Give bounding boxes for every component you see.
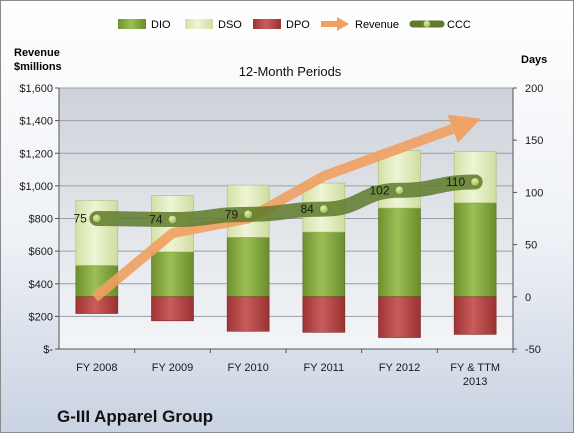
- revenue-arrowhead: [447, 114, 481, 143]
- bar-dio: [226, 236, 270, 298]
- y-right-label: Days: [521, 54, 547, 66]
- legend-swatch-dso: [185, 19, 213, 29]
- y-right-tick-label: 200: [525, 83, 543, 95]
- ccc-data-label: 110: [446, 175, 465, 189]
- x-tick-label: FY 2011: [304, 362, 345, 374]
- y-left-tick-label: $1,600: [19, 83, 53, 95]
- ccc-data-label: 102: [369, 183, 389, 197]
- legend-marker-ccc: [423, 20, 431, 28]
- ccc-point: [394, 185, 405, 196]
- company-name: G-III Apparel Group: [57, 407, 213, 426]
- ccc-series: 75 74 79 84 102 110: [73, 174, 483, 228]
- ccc-point: [318, 204, 329, 215]
- x-tick-label: 2013: [463, 376, 487, 388]
- legend-label-dso: DSO: [218, 19, 242, 31]
- y-right-tick-label: 150: [525, 135, 543, 147]
- y-left-tick-label: $200: [29, 311, 53, 323]
- legend-label-dpo: DPO: [286, 19, 310, 31]
- ccc-data-label: 84: [300, 202, 314, 216]
- x-tick-label: FY 2009: [152, 362, 193, 374]
- legend-arrowhead-revenue: [337, 17, 349, 31]
- x-tick-label: FY 2010: [227, 362, 268, 374]
- bar-dpo: [378, 296, 421, 338]
- legend-swatch-dio: [118, 19, 146, 29]
- y-left-tick-label: $600: [29, 246, 53, 258]
- legend: DIO DSO DPO Revenue CCC: [118, 17, 471, 31]
- y-right-tick-label: 100: [525, 187, 543, 199]
- bar-dio: [151, 251, 194, 298]
- bar-dpo: [226, 296, 270, 332]
- legend-swatch-dpo: [253, 19, 281, 29]
- bar-dpo: [453, 296, 497, 335]
- y-left-tick-label: $1,000: [19, 181, 53, 193]
- bar-dpo: [151, 296, 194, 322]
- revenue-series: [91, 114, 481, 302]
- y-left-tick-label: $400: [29, 279, 53, 291]
- ccc-line: [89, 174, 483, 228]
- x-tick-label: FY & TTM: [450, 362, 500, 374]
- y-left-tick-label: $1,200: [19, 148, 53, 160]
- bar-dio: [302, 231, 346, 298]
- y-right-tick-label: 0: [525, 292, 531, 304]
- legend-label-dio: DIO: [151, 19, 171, 31]
- y-left-tick-label: $-: [43, 344, 53, 356]
- ccc-point: [243, 209, 254, 220]
- legend-label-revenue: Revenue: [355, 19, 399, 31]
- x-tick-label: FY 2008: [76, 362, 117, 374]
- bar-dpo: [302, 296, 346, 333]
- bar-dio: [453, 202, 497, 298]
- ccc-point: [91, 213, 102, 224]
- bar-dso: [378, 150, 421, 209]
- ccc-data-label: 75: [73, 212, 87, 226]
- y-left-tick-label: $800: [29, 214, 53, 226]
- legend-label-ccc: CCC: [447, 19, 471, 31]
- y-right-tick-label: -50: [525, 344, 541, 356]
- y-right-tick-label: 50: [525, 240, 537, 252]
- y-left-tick-label: $1,400: [19, 116, 53, 128]
- ccc-data-label: 74: [149, 213, 163, 227]
- chart-title: 12-Month Periods: [239, 64, 342, 79]
- y-left-label-line1: Revenue: [14, 47, 60, 59]
- bar-dso: [75, 200, 119, 266]
- revenue-line: [91, 124, 455, 302]
- ccc-data-label: 79: [225, 207, 239, 221]
- ccc-point: [470, 177, 481, 187]
- ccc-point: [167, 214, 178, 225]
- y-left-label-line2: $millions: [14, 61, 62, 73]
- axes: $- $200 $400 $600 $800 $1,000 $1,200 $1,400 $1,6…: [19, 83, 543, 388]
- x-tick-label: FY 2012: [379, 362, 420, 374]
- bar-dio: [378, 207, 421, 298]
